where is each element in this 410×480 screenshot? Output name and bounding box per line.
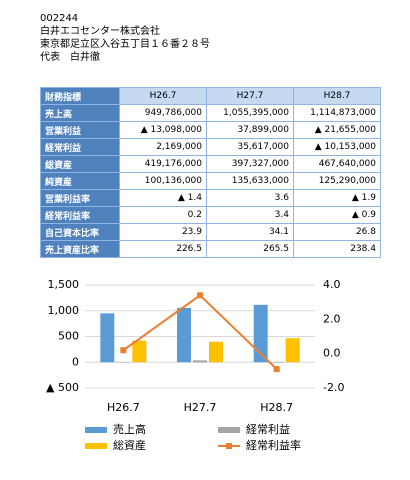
y2-tick-label: 2.0 bbox=[323, 312, 341, 325]
legend-label: 総資産 bbox=[113, 438, 146, 452]
code: 002244 bbox=[40, 13, 79, 24]
y-tick-label: ▲ 500 bbox=[46, 381, 79, 394]
table-cell: 経常利益 bbox=[40, 138, 120, 156]
table-row: 売上高 949,786,000 1,055,395,000 1,114,873,000 bbox=[40, 104, 381, 122]
legend-swatch bbox=[226, 443, 232, 449]
legend-swatch bbox=[218, 427, 240, 433]
legend-label: 売上高 bbox=[113, 422, 146, 436]
table-row: 財務指標 H26.7 H27.7 H28.7 bbox=[40, 87, 381, 105]
table-cell: 純資産 bbox=[40, 172, 120, 190]
table-cell: 226.5 bbox=[119, 240, 207, 258]
table-row: 自己資本比率 23.9 34.1 26.8 bbox=[40, 223, 381, 241]
table-cell: 34.1 bbox=[206, 223, 294, 241]
table-cell: H26.7 bbox=[119, 87, 207, 105]
table-cell: ▲ 21,655,000 bbox=[293, 121, 381, 139]
bar bbox=[132, 340, 147, 363]
bar bbox=[209, 341, 223, 363]
table-row: 売上資産比率 226.5 265.5 238.4 bbox=[40, 240, 381, 258]
table-cell: 経常利益率 bbox=[40, 206, 120, 224]
table-cell: 125,290,000 bbox=[293, 172, 381, 190]
line-marker bbox=[120, 347, 127, 354]
table-cell: 1,114,873,000 bbox=[293, 104, 381, 122]
table-cell: 0.2 bbox=[119, 206, 207, 224]
y2-tick-label: -2.0 bbox=[323, 381, 344, 394]
legend-swatch bbox=[85, 443, 107, 449]
y-tick-label: 1,500 bbox=[48, 278, 80, 291]
y2-tick-label: 4.0 bbox=[323, 278, 341, 291]
table-cell: 35,617,000 bbox=[206, 138, 294, 156]
table-cell: ▲ 13,098,000 bbox=[119, 121, 207, 139]
table-cell: H27.7 bbox=[206, 87, 294, 105]
table-cell: 37,899,000 bbox=[206, 121, 294, 139]
table-row: 営業利益 ▲ 13,098,000 37,899,000 ▲ 21,655,000 bbox=[40, 121, 381, 139]
table-cell: 26.8 bbox=[293, 223, 381, 241]
table-cell: 3.6 bbox=[206, 189, 294, 207]
legend-label: 経常利益率 bbox=[246, 438, 301, 452]
table-cell: 265.5 bbox=[206, 240, 294, 258]
table-cell: 100,136,000 bbox=[119, 172, 207, 190]
table-row: 営業利益率 ▲ 1.4 3.6 ▲ 1.9 bbox=[40, 189, 381, 207]
table-row: 経常利益 2,169,000 35,617,000 ▲ 10,153,000 bbox=[40, 138, 381, 156]
x-tick-label: H26.7 bbox=[107, 401, 140, 414]
bar bbox=[285, 338, 300, 363]
table-cell: 営業利益 bbox=[40, 121, 120, 139]
table-cell: 営業利益率 bbox=[40, 189, 120, 207]
bar bbox=[116, 362, 131, 363]
table-cell: 23.9 bbox=[119, 223, 207, 241]
address: 東京都足立区入谷五丁目１６番２８号 bbox=[40, 39, 210, 50]
table-row: 経常利益率 0.2 3.4 ▲ 0.9 bbox=[40, 206, 381, 224]
bar bbox=[253, 304, 268, 363]
table-cell: 売上高 bbox=[40, 104, 120, 122]
line-marker bbox=[273, 366, 280, 373]
table-cell: 238.4 bbox=[293, 240, 381, 258]
header: 002244 白井エコセンター株式会社 東京都足立区入谷五丁目１６番２８号 代表… bbox=[40, 12, 210, 64]
y2-tick-label: 0.0 bbox=[323, 347, 341, 360]
table-cell: 135,633,000 bbox=[206, 172, 294, 190]
table-cell: ▲ 1.4 bbox=[119, 189, 207, 207]
table-cell: ▲ 10,153,000 bbox=[293, 138, 381, 156]
table-cell: 397,327,000 bbox=[206, 155, 294, 173]
table-cell: 1,055,395,000 bbox=[206, 104, 294, 122]
x-tick-label: H27.7 bbox=[184, 401, 217, 414]
table-cell: 949,786,000 bbox=[119, 104, 207, 122]
table-cell: 総資産 bbox=[40, 155, 120, 173]
y-tick-label: 500 bbox=[58, 330, 79, 343]
legend-swatch bbox=[85, 427, 107, 433]
table-row: 総資産 419,176,000 397,327,000 467,640,000 bbox=[40, 155, 381, 173]
table-cell: 財務指標 bbox=[40, 87, 120, 105]
table-cell: ▲ 1.9 bbox=[293, 189, 381, 207]
bar bbox=[193, 360, 207, 363]
financial-table: 財務指標 H26.7 H27.7 H28.7 売上高 949,786,000 1,055,3… bbox=[40, 87, 381, 258]
line-marker bbox=[197, 292, 203, 299]
x-tick-label: H28.7 bbox=[260, 401, 293, 414]
company: 白井エコセンター株式会社 bbox=[40, 26, 160, 37]
table-cell: 2,169,000 bbox=[119, 138, 207, 156]
y-tick-label: 1,000 bbox=[48, 304, 80, 317]
legend-label: 経常利益 bbox=[246, 422, 290, 436]
bar bbox=[100, 313, 115, 363]
table-cell: 売上資産比率 bbox=[40, 240, 120, 258]
table-cell: 419,176,000 bbox=[119, 155, 207, 173]
table-cell: 自己資本比率 bbox=[40, 223, 120, 241]
table-row: 純資産 100,136,000 135,633,000 125,290,000 bbox=[40, 172, 381, 190]
table-cell: 467,640,000 bbox=[293, 155, 381, 173]
table-cell: 3.4 bbox=[206, 206, 294, 224]
table-cell: ▲ 0.9 bbox=[293, 206, 381, 224]
bar bbox=[269, 362, 284, 363]
chart: 1,500 1,000 500 0 ▲ 500 4.0 2.0 0.0 -2.0 H26.7 H27… bbox=[46, 278, 344, 452]
representative: 代表 白井徹 bbox=[40, 52, 100, 63]
y-tick-label: 0 bbox=[72, 355, 79, 368]
table-cell: H28.7 bbox=[293, 87, 381, 105]
bar bbox=[177, 307, 191, 363]
